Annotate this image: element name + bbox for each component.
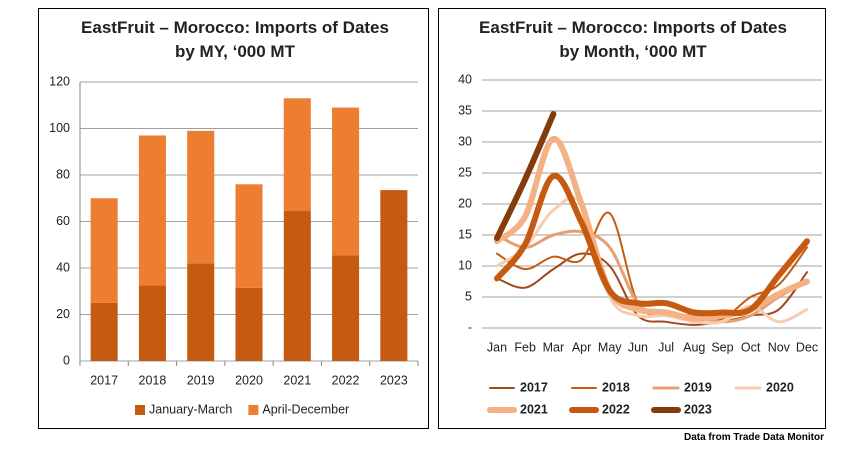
x-tick-label: 2022 xyxy=(332,373,360,387)
y-tick-label: 0 xyxy=(63,353,70,367)
bar-segment xyxy=(138,285,166,361)
y-tick-label: 10 xyxy=(458,258,472,272)
line xyxy=(494,135,810,322)
bar-segment xyxy=(332,107,360,256)
bar-segment xyxy=(332,255,360,361)
x-tick-label: Apr xyxy=(572,340,591,354)
x-tick-label: Oct xyxy=(741,340,761,354)
y-tick-label: 80 xyxy=(56,167,70,181)
x-tick-label: Mar xyxy=(543,340,565,354)
panel xyxy=(38,8,429,429)
x-tick-label: 2017 xyxy=(90,373,118,387)
x-tick-label: Sep xyxy=(711,340,733,354)
y-tick-label: 40 xyxy=(458,72,472,86)
x-tick-label: 2019 xyxy=(187,373,215,387)
legend-label: 2022 xyxy=(602,402,630,416)
x-tick-label: Jan xyxy=(487,340,507,354)
y-tick-label: 60 xyxy=(56,214,70,228)
line xyxy=(494,173,810,317)
y-tick-label: 120 xyxy=(49,74,70,88)
legend-label: January-March xyxy=(149,402,232,416)
bar-segment xyxy=(138,135,166,286)
x-tick-label: Feb xyxy=(514,340,536,354)
x-tick-label: Nov xyxy=(768,340,791,354)
bar-segment xyxy=(90,302,118,361)
chart-title: EastFruit – Morocco: Imports of Dates by… xyxy=(81,18,389,61)
legend-label: 2021 xyxy=(520,402,548,416)
legend-label: 2017 xyxy=(520,380,548,394)
bar-segment xyxy=(235,184,263,288)
x-tick-label: Aug xyxy=(683,340,705,354)
y-tick-label: 100 xyxy=(49,121,70,135)
bar-segment xyxy=(235,287,263,361)
y-tick-label: 5 xyxy=(465,289,472,303)
bar-segment xyxy=(283,98,311,212)
x-tick-label: 2020 xyxy=(235,373,263,387)
x-tick-label: 2018 xyxy=(139,373,167,387)
y-tick-label: - xyxy=(468,320,472,334)
x-tick-label: Jun xyxy=(628,340,648,354)
bar-segment xyxy=(187,130,215,264)
x-tick-label: May xyxy=(598,340,622,354)
bar-segment xyxy=(187,263,215,361)
x-tick-label: Jul xyxy=(658,340,674,354)
bar-segment xyxy=(380,190,408,361)
bar-segment xyxy=(283,211,311,361)
y-tick-label: 15 xyxy=(458,227,472,241)
legend-label: April-December xyxy=(262,402,349,416)
y-tick-label: 20 xyxy=(458,196,472,210)
line xyxy=(494,111,557,242)
x-tick-label: 2021 xyxy=(283,373,311,387)
x-tick-label: 2023 xyxy=(380,373,408,387)
legend-swatch xyxy=(135,405,145,415)
y-tick-label: 40 xyxy=(56,260,70,274)
y-tick-label: 30 xyxy=(458,134,472,148)
source-note: Data from Trade Data Monitor xyxy=(683,432,824,443)
legend-swatch xyxy=(248,405,259,415)
x-tick-label: Dec xyxy=(796,340,818,354)
legend-label: 2023 xyxy=(684,402,712,416)
legend-label: 2018 xyxy=(602,380,630,394)
bar-segment xyxy=(90,198,118,303)
y-tick-label: 35 xyxy=(458,103,472,117)
legend-label: 2019 xyxy=(684,380,712,394)
y-tick-label: 25 xyxy=(458,165,472,179)
chart-title: EastFruit – Morocco: Imports of Dates by… xyxy=(479,18,787,61)
y-tick-label: 20 xyxy=(56,307,70,321)
legend-label: 2020 xyxy=(766,380,794,394)
panel xyxy=(438,8,826,429)
